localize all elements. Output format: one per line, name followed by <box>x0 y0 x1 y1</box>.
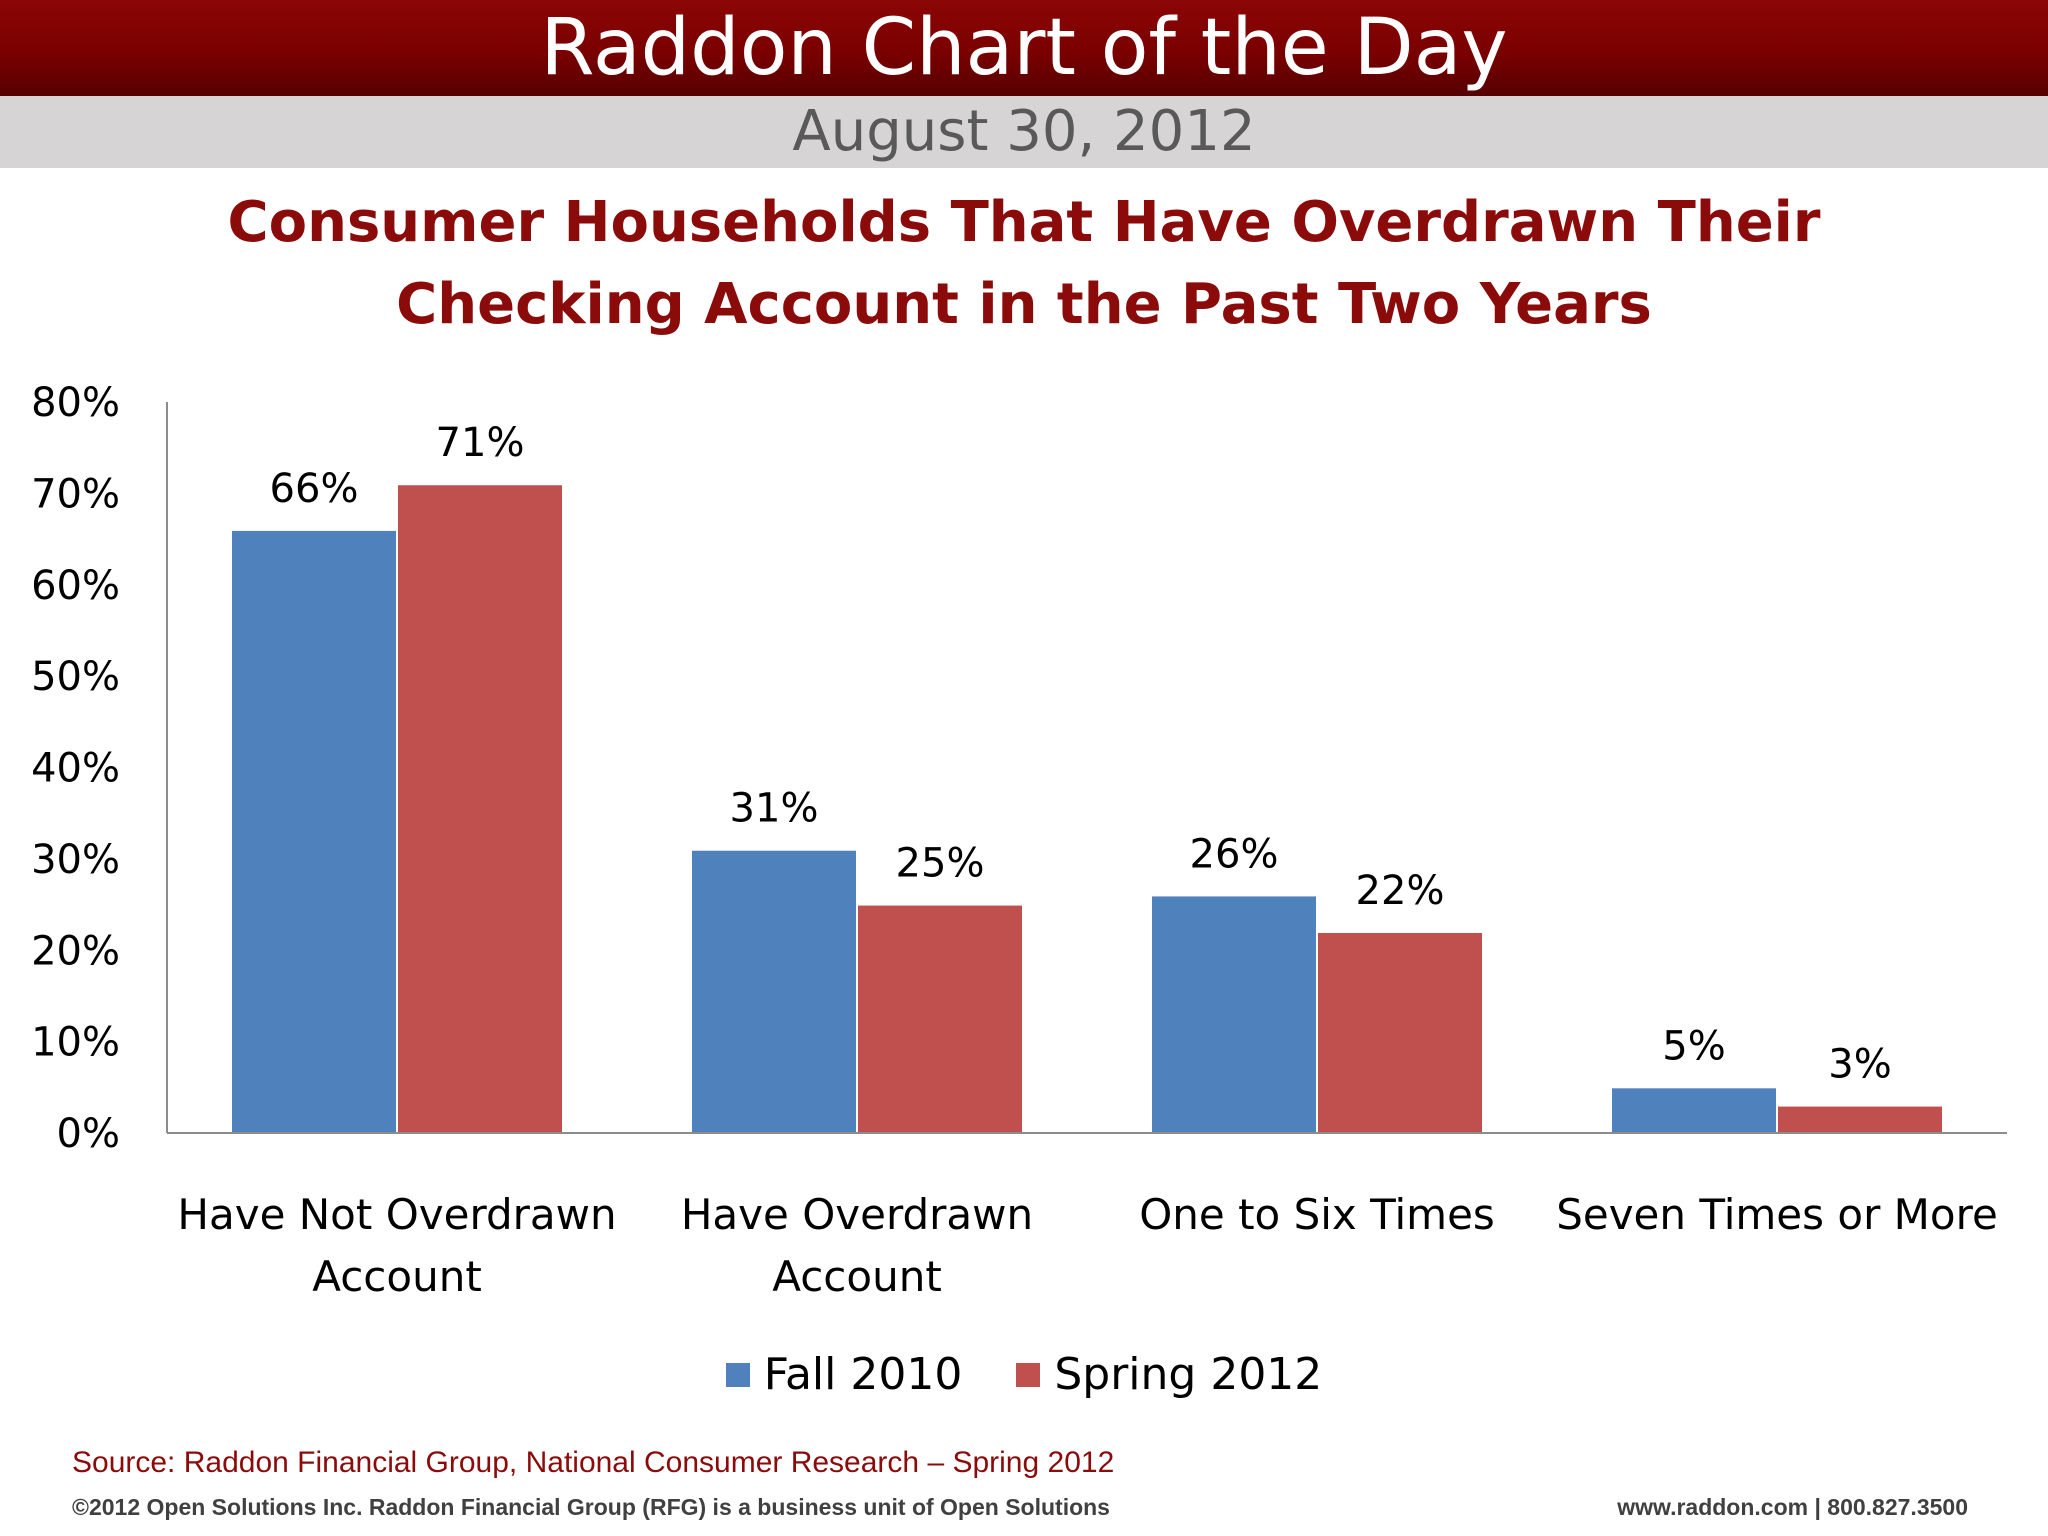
data-label: 3% <box>1828 1042 1891 1088</box>
y-tick-label: 80% <box>31 380 120 426</box>
banner-title: Raddon Chart of the Day <box>0 0 2048 96</box>
x-category-label: Account <box>312 1252 482 1301</box>
legend-label-fall-2010: Fall 2010 <box>763 1349 963 1400</box>
copyright-note: ©2012 Open Solutions Inc. Raddon Financi… <box>72 1494 1110 1520</box>
legend-item-fall-2010: Fall 2010 <box>725 1345 963 1405</box>
x-category-label: Have Overdrawn <box>681 1190 1033 1239</box>
chart-title: Consumer Households That Have Overdrawn … <box>0 182 2048 346</box>
bar-chart: 0% 10% 20% 30% 40% 50% 60% 70% 80% 66% 71% Have Not… <box>31 380 2007 1301</box>
x-category-label: Account <box>772 1252 942 1301</box>
data-label: 31% <box>730 786 819 832</box>
legend-swatch-fall-2010 <box>725 1363 750 1387</box>
data-label: 5% <box>1662 1023 1725 1069</box>
x-category-label: One to Six Times <box>1139 1190 1495 1239</box>
bar-spring-2012 <box>856 903 1024 1134</box>
legend: Fall 2010 Spring 2012 <box>0 1345 2048 1405</box>
source-note: Source: Raddon Financial Group, National… <box>72 1446 1115 1479</box>
y-tick-label: 70% <box>31 471 120 517</box>
y-tick-label: 0% <box>57 1111 120 1157</box>
bar-fall-2010 <box>690 848 858 1134</box>
data-label: 71% <box>436 420 525 466</box>
chart-title-line-2: Checking Account in the Past Two Years <box>396 272 1652 337</box>
y-tick-label: 50% <box>31 654 120 700</box>
legend-swatch-spring-2012 <box>1016 1363 1041 1387</box>
x-category-label: Seven Times or More <box>1556 1190 1998 1239</box>
legend-item-spring-2012: Spring 2012 <box>1016 1345 1322 1405</box>
data-label: 22% <box>1356 868 1445 914</box>
data-label: 66% <box>270 466 359 512</box>
chart-date: August 30, 2012 <box>0 96 2048 168</box>
bar-spring-2012 <box>1776 1104 1944 1135</box>
bar-fall-2010 <box>230 528 398 1135</box>
y-tick-label: 30% <box>31 837 120 883</box>
y-tick-label: 10% <box>31 1020 120 1066</box>
y-tick-label: 60% <box>31 563 120 609</box>
y-tick-label: 40% <box>31 746 120 792</box>
data-label: 26% <box>1190 831 1279 877</box>
bar-fall-2010 <box>1150 894 1318 1134</box>
chart-title-line-1: Consumer Households That Have Overdrawn … <box>227 190 1821 255</box>
bar-fall-2010 <box>1610 1086 1778 1134</box>
bar-spring-2012 <box>396 483 564 1135</box>
contact-info: www.raddon.com | 800.827.3500 <box>1617 1494 1968 1520</box>
data-label: 25% <box>896 841 985 887</box>
x-category-label: Have Not Overdrawn <box>177 1190 616 1239</box>
bar-spring-2012 <box>1316 930 1484 1134</box>
legend-label-spring-2012: Spring 2012 <box>1054 1349 1323 1400</box>
y-tick-label: 20% <box>31 928 120 974</box>
